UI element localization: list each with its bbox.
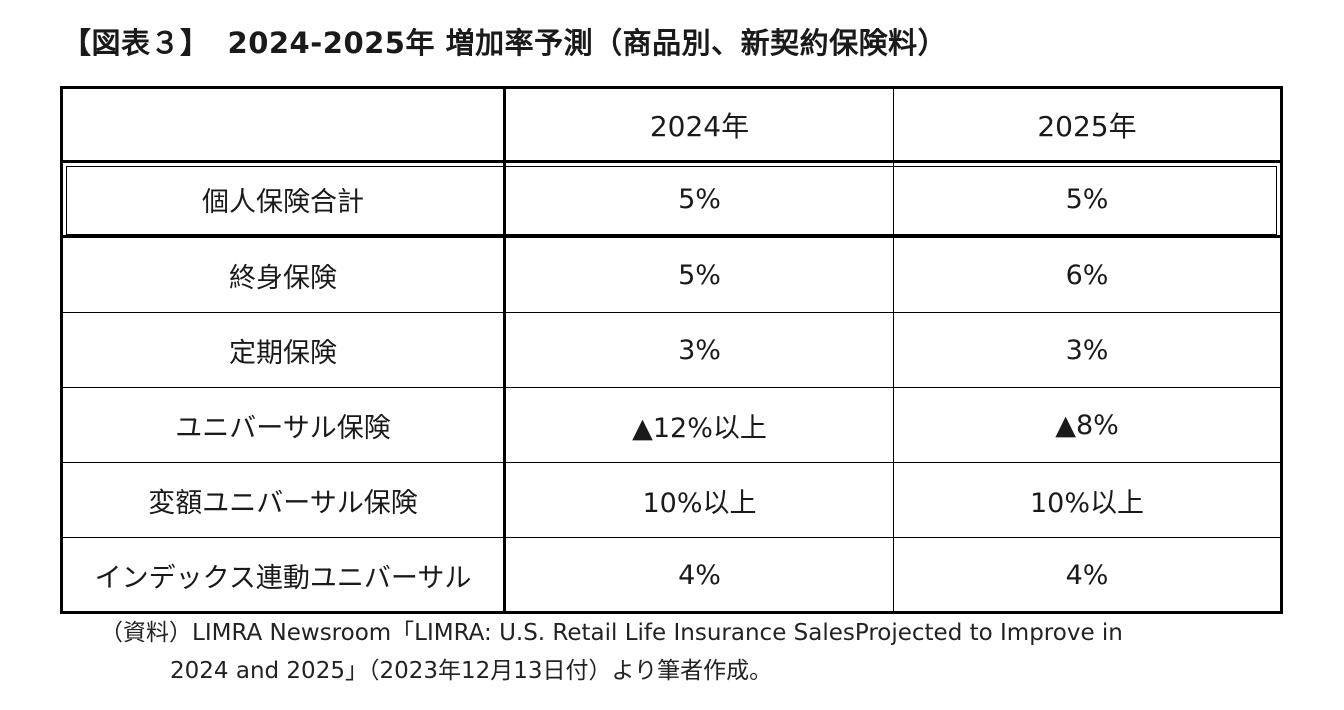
row-value-2024: 5%: [506, 238, 894, 312]
row-value-2024: 5%: [506, 163, 894, 235]
row-value-2025: 3%: [1065, 334, 1109, 366]
table-header-row: 2024年 2025年: [63, 89, 1280, 163]
row-category: インデックス連動ユニバーサル: [63, 538, 506, 613]
row-value-2025: 5%: [1065, 183, 1109, 215]
table-row: 個人保険合計 5% 5%: [63, 163, 1280, 238]
table-row: インデックス連動ユニバーサル 4% 4%: [63, 538, 1280, 613]
table-row: 定期保険 3% 3%: [63, 313, 1280, 388]
row-value-2025: 6%: [1065, 259, 1109, 291]
row-category: 個人保険合計: [63, 163, 506, 235]
row-value-2024: 3%: [506, 313, 894, 387]
source-note: （資料）LIMRA Newsroom「LIMRA: U.S. Retail Li…: [100, 614, 1123, 690]
header-cell-2024: 2024年: [506, 89, 894, 160]
row-value-2024: 10%以上: [506, 463, 894, 537]
row-category: ユニバーサル保険: [63, 388, 506, 462]
row-value-2025: ▲8%: [1055, 409, 1119, 441]
table-row: 変額ユニバーサル保険 10%以上 10%以上: [63, 463, 1280, 538]
table-row: 終身保険 5% 6%: [63, 238, 1280, 313]
figure-title-text: 2024-2025年 増加率予測（商品別、新契約保険料）: [227, 26, 948, 60]
forecast-table: 2024年 2025年 個人保険合計 5% 5% 終身保険 5% 6% 定期保険…: [60, 86, 1283, 614]
row-value-2024: 4%: [506, 538, 894, 613]
source-note-line-2: 2024 and 2025」（2023年12月13日付）より筆者作成。: [170, 658, 773, 684]
row-category: 定期保険: [63, 313, 506, 387]
row-category: 変額ユニバーサル保険: [63, 463, 506, 537]
figure-title: 【図表３】 2024-2025年 増加率予測（商品別、新契約保険料）: [62, 20, 947, 62]
figure-number: 【図表３】: [62, 26, 210, 60]
table-row: ユニバーサル保険 ▲12%以上 ▲8%: [63, 388, 1280, 463]
header-cell-category: [63, 89, 506, 160]
row-category: 終身保険: [63, 238, 506, 312]
row-value-2024: ▲12%以上: [506, 388, 894, 462]
header-cell-2025: 2025年: [1037, 109, 1137, 143]
row-value-2025: 10%以上: [1029, 487, 1144, 519]
source-note-line-1: （資料）LIMRA Newsroom「LIMRA: U.S. Retail Li…: [100, 620, 1123, 646]
row-value-2025: 4%: [1065, 560, 1109, 591]
